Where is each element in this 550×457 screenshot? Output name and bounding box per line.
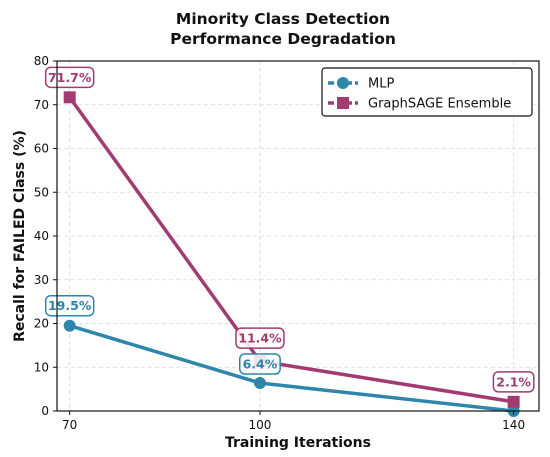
axis-ticks: 0 10 20 30 40 50 60 70 80 70 100 140: [34, 54, 525, 432]
y-tick-label: 60: [34, 142, 49, 156]
y-tick-label: 50: [34, 185, 49, 199]
data-label-graphsage-ensemble: 11.4%: [238, 331, 282, 346]
chart-title-line-1: Minority Class Detection: [176, 10, 390, 28]
y-tick-label: 30: [34, 273, 49, 287]
legend-label-graphsage-ensemble: GraphSAGE Ensemble: [368, 97, 511, 112]
data-label-graphsage-ensemble: 2.1%: [496, 374, 531, 389]
y-tick-label: 40: [34, 229, 49, 243]
y-tick-label: 0: [41, 404, 49, 418]
data-label-box-mlp: [238, 353, 281, 375]
x-axis-label: Training Iterations: [225, 435, 371, 451]
data-label-mlp: 6.4%: [243, 357, 278, 372]
legend: MLP GraphSAGE Ensemble: [321, 67, 533, 117]
data-point-graphsage-ensemble: [63, 91, 76, 104]
data-label-graphsage-ensemble: 71.7%: [48, 70, 92, 85]
data-point-graphsage-ensemble: [507, 395, 520, 408]
y-axis-label: Recall for FAILED Class (%): [12, 130, 28, 342]
data-label-box-graphsage-ensemble: [44, 66, 95, 89]
y-tick-label: 80: [34, 54, 49, 68]
y-tick-label: 70: [34, 98, 49, 112]
legend-box: [321, 67, 533, 117]
chart-title-line-2: Performance Degradation: [170, 30, 396, 48]
data-labels: 19.5% 6.4% 71.7% 11.4% 2.1%: [44, 66, 535, 393]
data-label-box-graphsage-ensemble: [492, 371, 535, 393]
data-label-box-mlp: [44, 294, 95, 317]
x-tick-label: 70: [62, 418, 77, 432]
x-tick-label: 100: [248, 418, 271, 432]
y-tick-label: 10: [34, 360, 49, 374]
x-tick-label: 140: [502, 418, 525, 432]
data-point-mlp: [253, 377, 266, 389]
data-label-mlp: 19.5%: [48, 298, 92, 313]
legend-label-mlp: MLP: [368, 77, 394, 92]
legend-marker-mlp: [337, 77, 349, 89]
data-label-box-graphsage-ensemble: [235, 327, 285, 349]
y-tick-label: 20: [34, 317, 49, 331]
legend-marker-graphsage-ensemble: [337, 97, 349, 109]
data-point-mlp: [63, 319, 76, 332]
